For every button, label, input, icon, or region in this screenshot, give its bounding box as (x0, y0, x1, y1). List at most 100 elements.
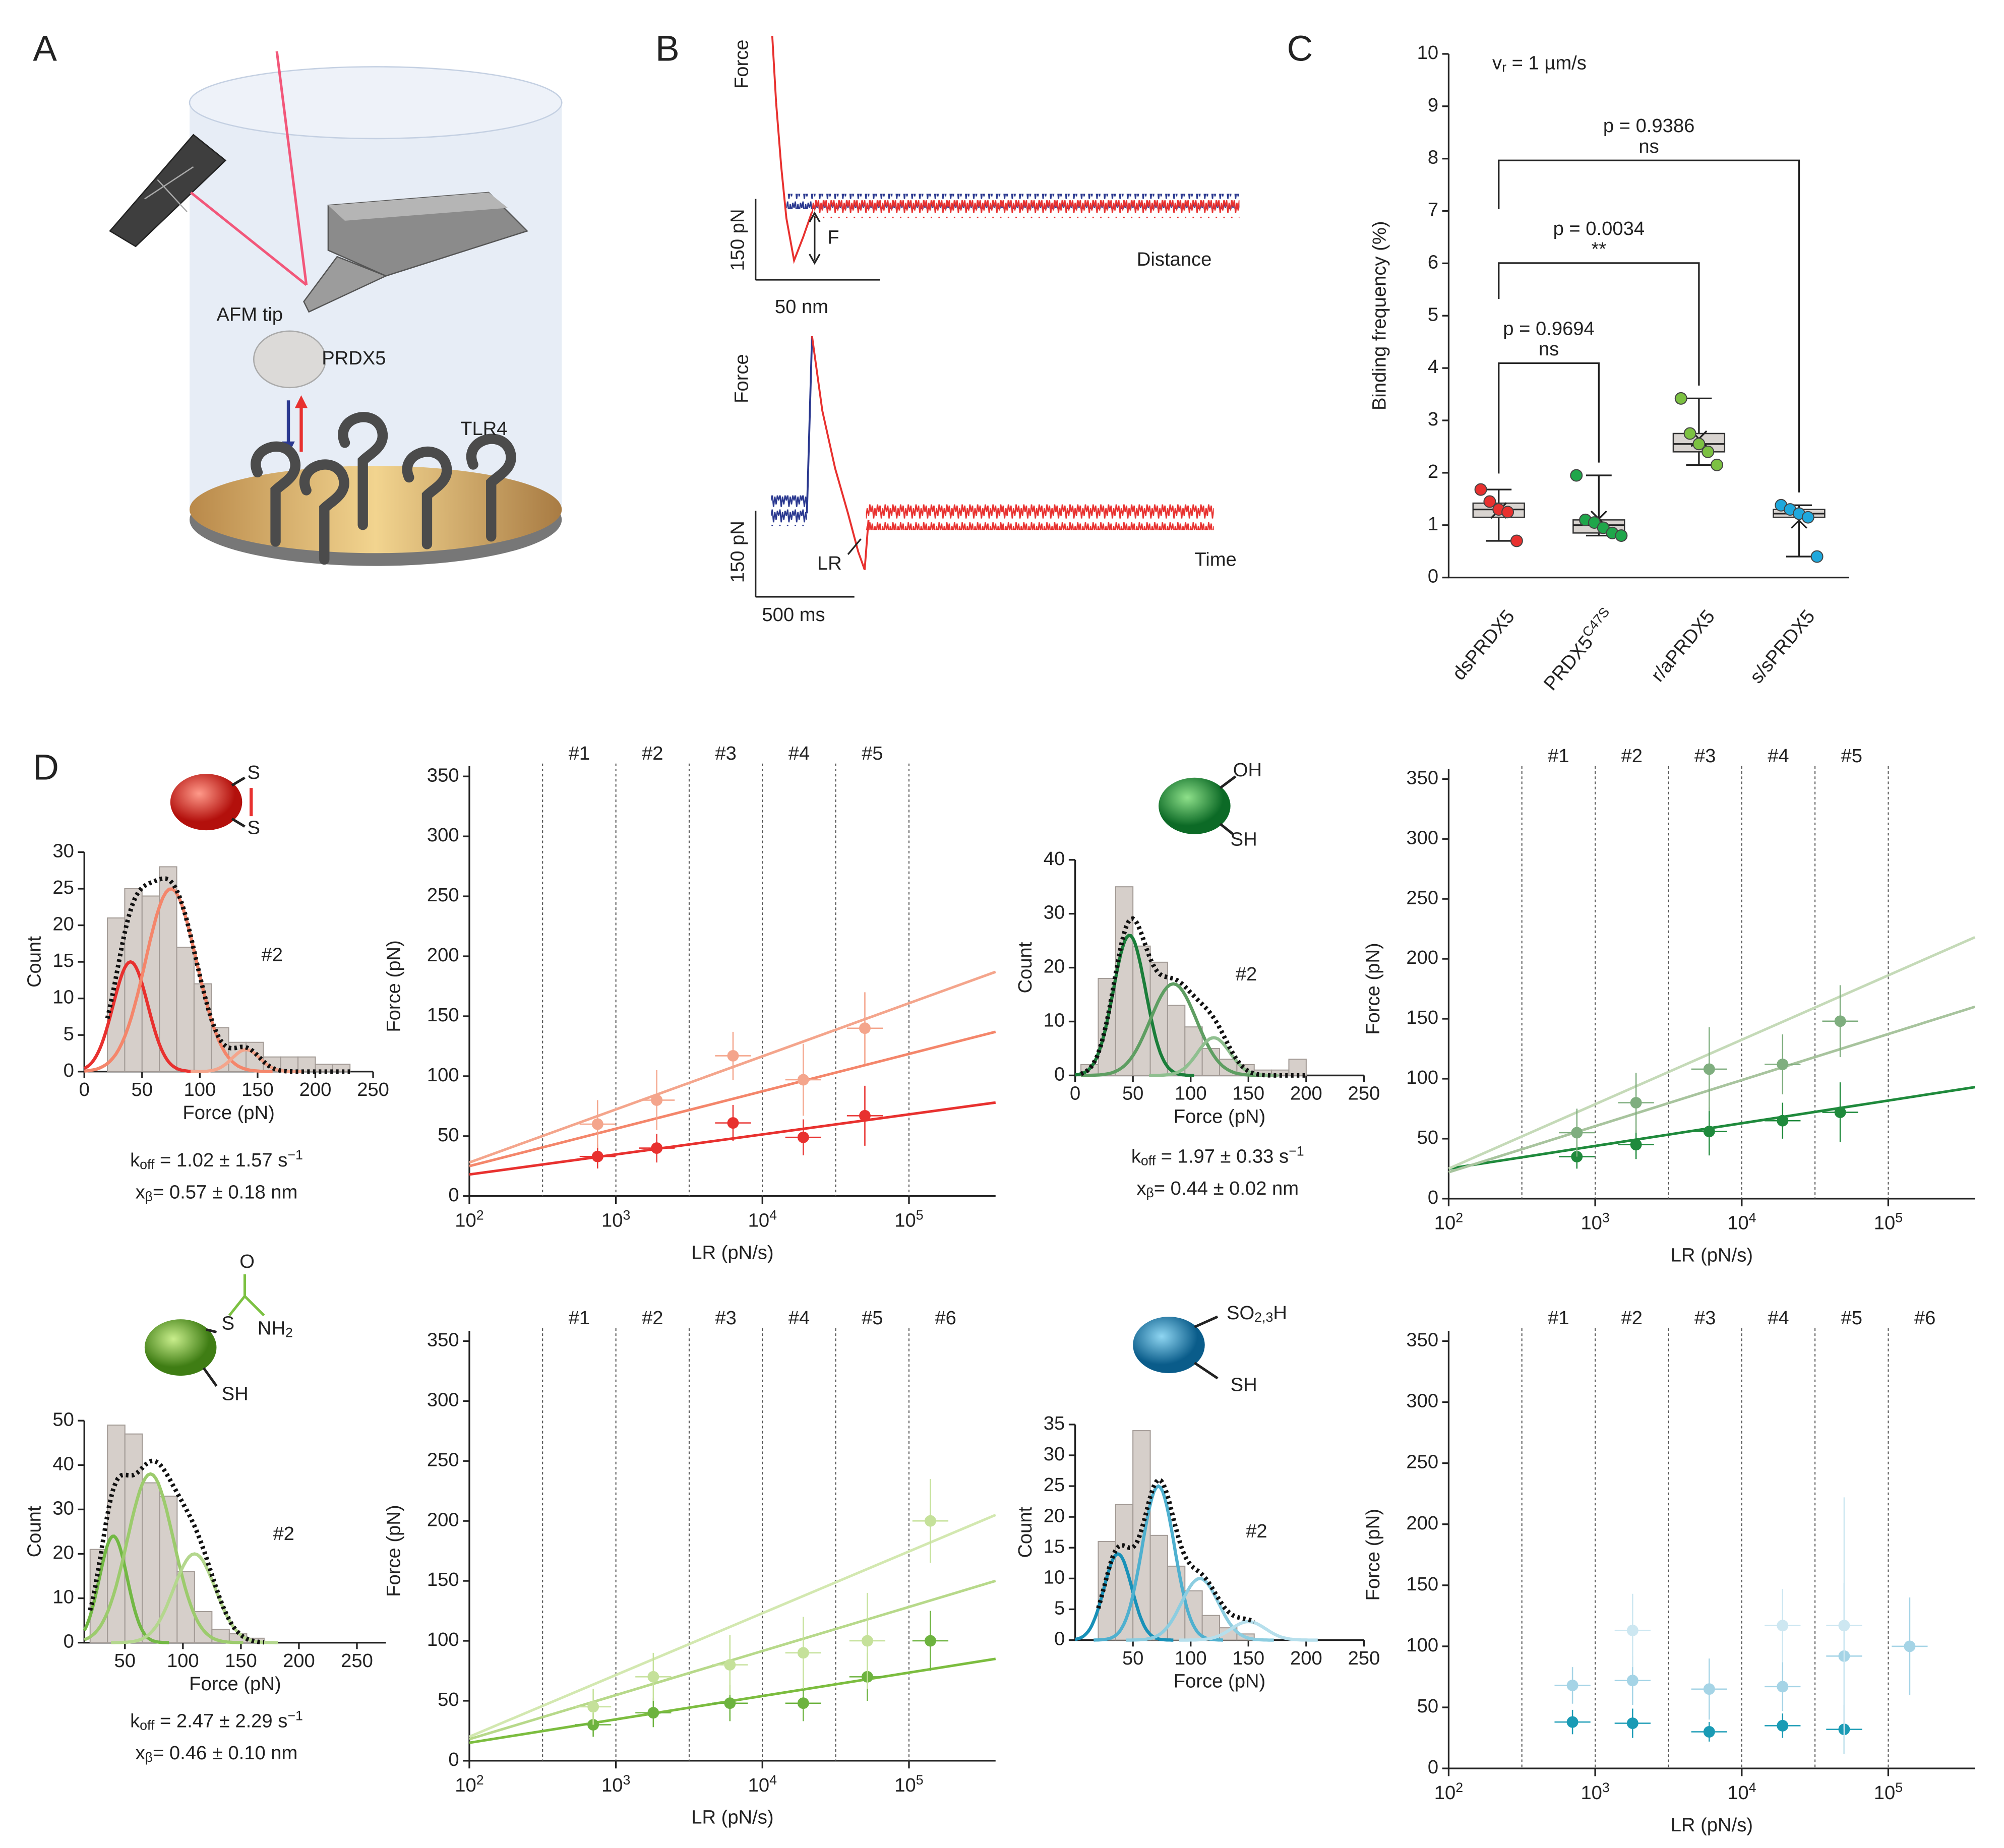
x-tick-label-part: 10 (1581, 1782, 1602, 1804)
y-tick-label: 250 (1406, 887, 1438, 908)
mean-point (859, 1110, 871, 1122)
mean-point (651, 1094, 663, 1106)
rate-text: xβ= 0.57 ± 0.18 nm (136, 1182, 298, 1204)
scale-bar-label: 500 ms (762, 604, 825, 626)
bin-label: #4 (1768, 745, 1789, 767)
x-tick-label: 0 (1070, 1083, 1080, 1104)
rate-text: koff = 2.47 ± 2.29 s−1 (130, 1708, 303, 1733)
y-tick-label: 10 (1044, 1566, 1065, 1588)
icon-label-part: 2 (285, 1325, 293, 1340)
x-tick-label: 105 (894, 1772, 923, 1796)
y-tick-label: 9 (1428, 94, 1438, 116)
x-tick-label-part: 10 (894, 1210, 916, 1231)
mean-point (1626, 1624, 1638, 1636)
y-tick-label: 0 (1428, 1756, 1438, 1778)
category-label: dsPRDX5 (1448, 606, 1519, 685)
bin-label: #1 (569, 1307, 590, 1329)
x-tick-label-part: 10 (748, 1210, 769, 1231)
rate-text-part: β (1146, 1185, 1153, 1200)
bracket (1498, 262, 1700, 386)
y-tick-label: 300 (427, 824, 459, 846)
x-tick-label: 103 (1581, 1210, 1609, 1234)
bin-label: #3 (1694, 1307, 1716, 1329)
bar (1149, 1534, 1168, 1641)
afm-tip-label: AFM tip (216, 303, 283, 325)
rate-text-part: off (140, 1157, 155, 1172)
data-point (1483, 495, 1496, 508)
mean-point (1703, 1683, 1715, 1695)
bin-label: #4 (788, 743, 810, 764)
x-tick-label-part: 3 (1602, 1780, 1610, 1795)
bar (193, 983, 212, 1072)
y-axis-label: Count (1014, 942, 1036, 993)
y-tick-label: 200 (427, 1509, 459, 1530)
receptor-label: TLR4 (460, 418, 507, 440)
y-tick-label: 35 (1044, 1412, 1065, 1434)
mean-point (797, 1647, 809, 1659)
p-value: p = 0.9694 (1503, 318, 1594, 339)
mean-point (724, 1659, 736, 1671)
rate-text-part: off (1141, 1153, 1156, 1168)
significance: ** (1591, 238, 1606, 260)
rate-text-part: k (130, 1710, 140, 1732)
category-label-part: PRDX5 (1540, 632, 1598, 695)
y-tick-label: 25 (1044, 1474, 1065, 1496)
rate-text-part: = 0.46 ± 0.10 nm (153, 1742, 297, 1764)
bar (124, 888, 143, 1072)
x-tick-label: 250 (341, 1650, 373, 1672)
panel-label: D (33, 747, 58, 787)
mean-point (1777, 1719, 1789, 1732)
rate-text: koff = 1.02 ± 1.57 s−1 (130, 1147, 303, 1172)
icon-label-part: S (248, 817, 260, 839)
panel-label: C (1287, 29, 1313, 69)
y-tick-label: 30 (1044, 902, 1065, 923)
y-tick-label: 350 (427, 764, 459, 786)
bar (1288, 1059, 1307, 1076)
y-tick-label: 4 (1428, 356, 1438, 378)
data-point (1810, 550, 1824, 563)
annotation-part: = 1 µm/s (1506, 52, 1587, 74)
x-tick-label-part: 10 (1874, 1782, 1895, 1804)
y-tick-label: 20 (52, 913, 74, 935)
y-axis-label: Count (24, 936, 45, 988)
y-tick-label: 30 (1044, 1443, 1065, 1465)
x-tick-label-part: 2 (476, 1772, 484, 1788)
y-tick-label: 300 (1406, 1390, 1438, 1412)
y-tick-label: 350 (1406, 767, 1438, 788)
icon-label: O (239, 1251, 255, 1272)
x-axis-label: LR (pN/s) (1671, 1814, 1753, 1836)
x-tick-label: 150 (1232, 1083, 1264, 1104)
y-tick-label: 50 (1417, 1695, 1438, 1717)
x-tick-label: 102 (455, 1772, 483, 1796)
y-label: Force (731, 354, 752, 403)
x-tick-label-part: 10 (1727, 1782, 1748, 1804)
data-point (1801, 511, 1814, 524)
icon-label-part: O (239, 1251, 255, 1272)
y-tick-label: 2 (1428, 461, 1438, 482)
x-tick-label: 103 (601, 1208, 630, 1231)
mean-point (1904, 1640, 1916, 1652)
bin-label: #1 (569, 743, 590, 764)
y-tick-label: 150 (427, 1569, 459, 1590)
x-tick-label: 103 (1581, 1780, 1609, 1804)
mean-point (724, 1697, 736, 1709)
rate-text-part: k (1131, 1145, 1141, 1167)
y-tick-label: 15 (52, 950, 74, 971)
fit-curve (83, 1534, 169, 1644)
y-tick-label: 150 (427, 1004, 459, 1026)
x-tick-label-part: 3 (623, 1208, 630, 1223)
data-point (1683, 427, 1696, 440)
bin-label: #6 (1914, 1307, 1935, 1329)
x-tick-label: 250 (357, 1079, 389, 1100)
x-tick-label: 100 (184, 1079, 216, 1100)
y-tick-label: 0 (1428, 1187, 1438, 1208)
mean-point (1703, 1126, 1715, 1138)
x-tick-label: 100 (167, 1650, 199, 1672)
y-tick-label: 200 (1406, 1512, 1438, 1534)
y-tick-label: 10 (52, 987, 74, 1008)
x-tick-label-part: 5 (916, 1772, 924, 1788)
y-tick-label: 0 (1428, 566, 1438, 587)
y-tick-label: 250 (1406, 1451, 1438, 1473)
x-tick-label-part: 10 (1727, 1212, 1748, 1234)
x-tick-label-part: 10 (1434, 1212, 1455, 1234)
